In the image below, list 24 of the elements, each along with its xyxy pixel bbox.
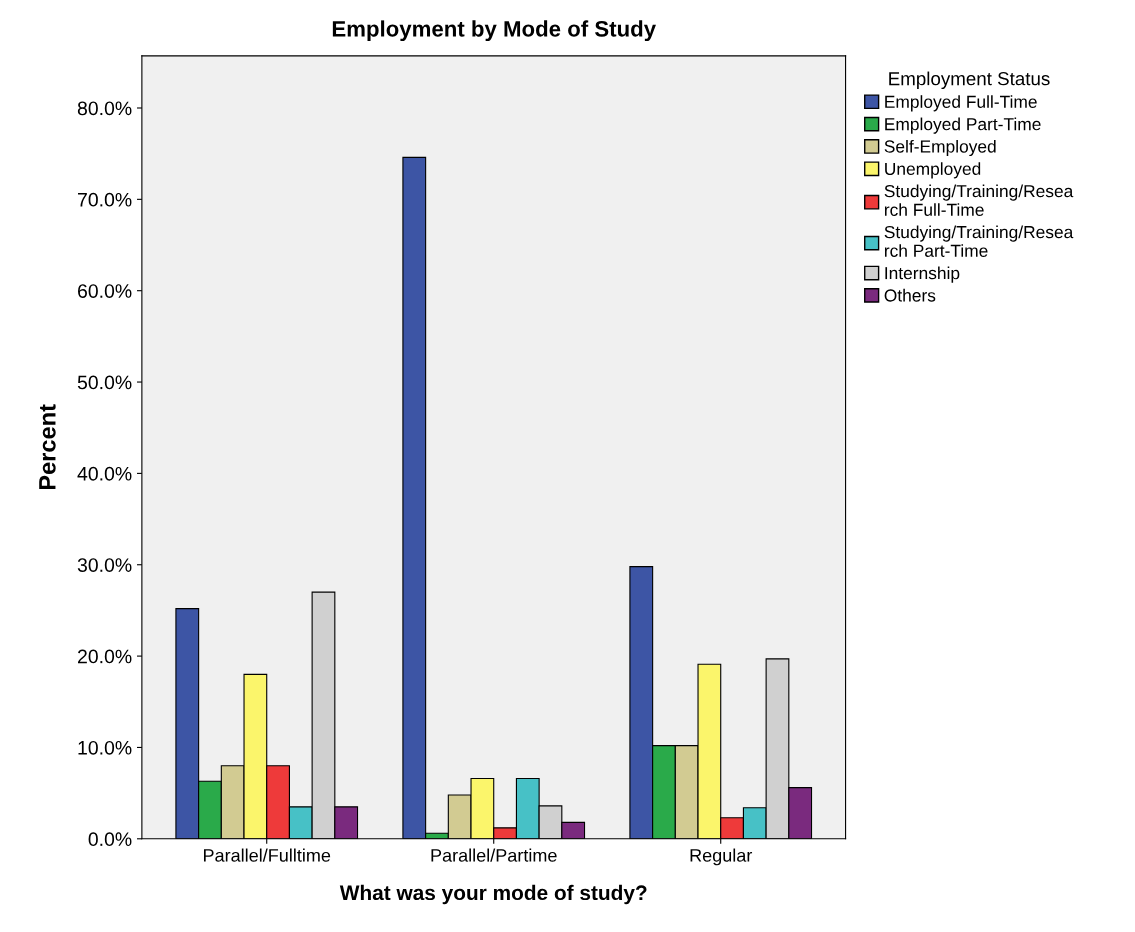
y-tick-label: 30.0% <box>77 558 132 572</box>
y-tick-label: 80.0% <box>77 101 132 116</box>
x-axis-title: What was your mode of study? <box>339 884 647 905</box>
legend-label: Others <box>884 288 936 302</box>
y-tick-label: 0.0% <box>88 832 132 847</box>
chart-title: Employment by Mode of Study <box>332 20 656 42</box>
y-tick-label: 40.0% <box>77 466 132 481</box>
legend-label: Unemployed <box>885 162 981 179</box>
legend-label: Self-Employed <box>884 139 996 157</box>
y-tick-label: 70.0% <box>78 192 132 207</box>
y-tick-label: 10.0% <box>78 740 132 755</box>
legend-label: Employed Part-Time <box>885 117 1041 134</box>
legend-label: Studying/Training/Resea rch Full-Time <box>884 184 1074 216</box>
legend-label: Studying/Training/Resea rch Part-Time <box>884 225 1074 257</box>
x-tick-label: Regular <box>690 848 753 866</box>
legend-title: Employment Status <box>889 71 1050 90</box>
x-tick-label: Parallel/Partime <box>431 848 557 862</box>
legend-label: Employed Full-Time <box>885 95 1037 112</box>
legend-label: Internship <box>885 266 960 283</box>
y-tick-label: 50.0% <box>77 375 132 390</box>
x-tick-label: Parallel/Fulltime <box>203 848 331 862</box>
y-tick-label: 60.0% <box>78 284 132 298</box>
y-tick-label: 20.0% <box>78 649 132 664</box>
y-axis-title: Percent <box>39 404 56 490</box>
